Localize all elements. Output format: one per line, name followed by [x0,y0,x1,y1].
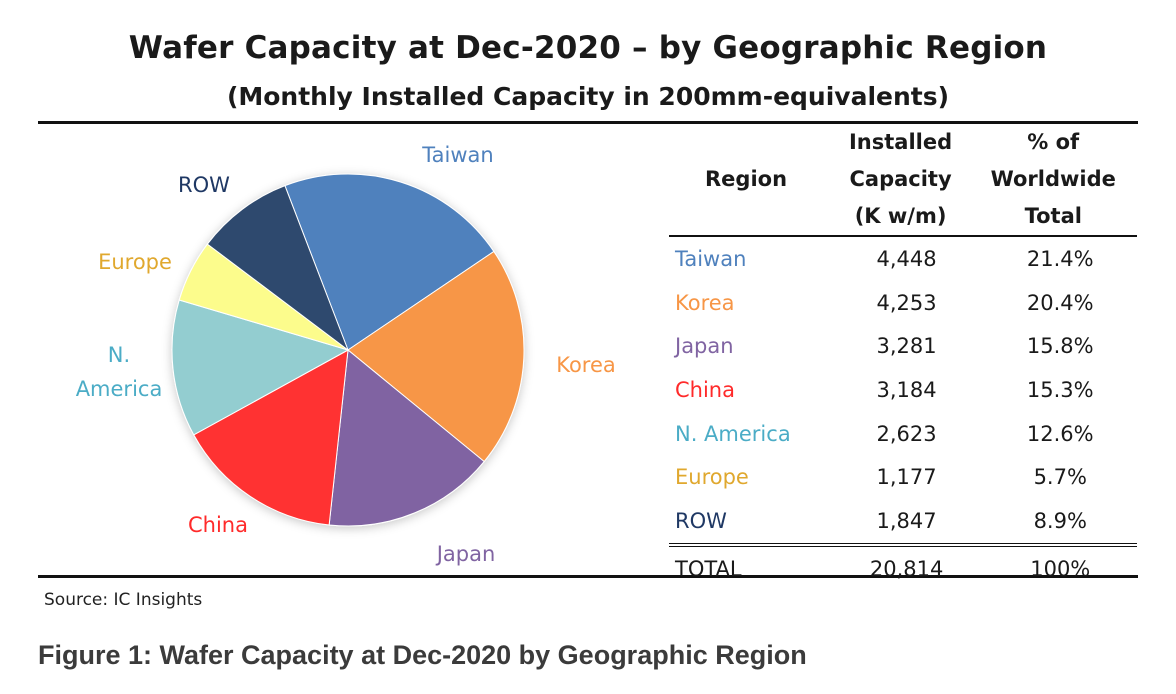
pie-slice-japan [328,349,485,527]
header-pct-line3: Total [1024,204,1082,228]
chart-subtitle: (Monthly Installed Capacity in 200mm-equ… [226,82,950,111]
total-label: TOTAL [669,542,832,591]
region-cell: Europe [675,465,749,490]
header-capacity-line3: (K w/m) [854,204,947,228]
pie-chart: Taiwan Korea Japan China N. America Europe ROW [76,143,616,566]
capacity-cell: 4,253 [876,290,937,315]
capacity-cell: 4,448 [876,246,937,271]
pie-slice-taiwan [284,173,495,351]
table-row: Korea 4,253 20.4% [669,281,1137,325]
table-header-row: Region Installed Capacity (K w/m) % of W… [669,124,1137,237]
region-cell: N. America [675,421,791,446]
pct-cell: 21.4% [1026,246,1094,271]
pie-label-0: Taiwan [421,143,493,167]
capacity-table: Region Installed Capacity (K w/m) % of W… [669,124,1137,591]
capacity-cell: 3,184 [876,377,937,402]
pie-label-3: China [188,513,248,537]
header-region: Region [669,124,832,237]
pie-slice-korea [347,250,525,463]
pct-cell: 20.4% [1026,290,1094,315]
chart-title: Wafer Capacity at Dec-2020 – by Geograph… [128,30,1048,66]
pie-label-1: Korea [556,353,616,377]
pie-label-5: Europe [98,250,172,274]
bottom-rule [38,575,1138,578]
total-capacity: 20,814 [831,542,970,591]
table-row: ROW 1,847 8.9% [669,499,1137,545]
table-row: N. America 2,623 12.6% [669,412,1137,456]
table-row: Europe 1,177 5.7% [669,455,1137,499]
table-row: Taiwan 4,448 21.4% [669,236,1137,281]
region-cell: Taiwan [675,246,747,271]
pct-cell: 15.8% [1026,334,1094,359]
table-row: Japan 3,281 15.8% [669,324,1137,368]
pie-label-4: N. America [76,343,163,401]
header-capacity: Installed Capacity (K w/m) [831,124,970,237]
figure-caption: Figure 1: Wafer Capacity at Dec-2020 by … [38,640,807,670]
capacity-cell: 2,623 [876,421,937,446]
pct-cell: 5.7% [1033,465,1087,490]
pie-label-6: ROW [178,173,230,197]
pie-slice-n-america [171,299,350,436]
header-pct-line2: Worldwide [990,167,1116,191]
pie-label-2: Japan [435,542,496,566]
region-cell: Japan [675,334,734,359]
capacity-cell: 1,177 [876,465,937,490]
header-capacity-line1: Installed [848,130,953,154]
top-rule [38,121,1138,124]
pie-slice-china [193,349,349,526]
table-row: China 3,184 15.3% [669,368,1137,412]
pct-cell: 12.6% [1026,421,1094,446]
capacity-cell: 3,281 [876,334,937,359]
region-cell: ROW [675,508,727,533]
table-total-row: TOTAL 20,814 100% [669,542,1137,591]
source-note: Source: IC Insights [44,590,203,610]
capacity-cell: 1,847 [876,508,937,533]
region-cell: China [675,377,735,402]
header-capacity-line2: Capacity [849,167,952,191]
pct-cell: 8.9% [1033,508,1087,533]
pie-slice-row [206,185,350,352]
header-pct: % of Worldwide Total [969,124,1137,237]
region-cell: Korea [675,290,735,315]
header-pct-line1: % of [1027,130,1080,154]
total-pct: 100% [969,542,1137,591]
pct-cell: 15.3% [1026,377,1094,402]
